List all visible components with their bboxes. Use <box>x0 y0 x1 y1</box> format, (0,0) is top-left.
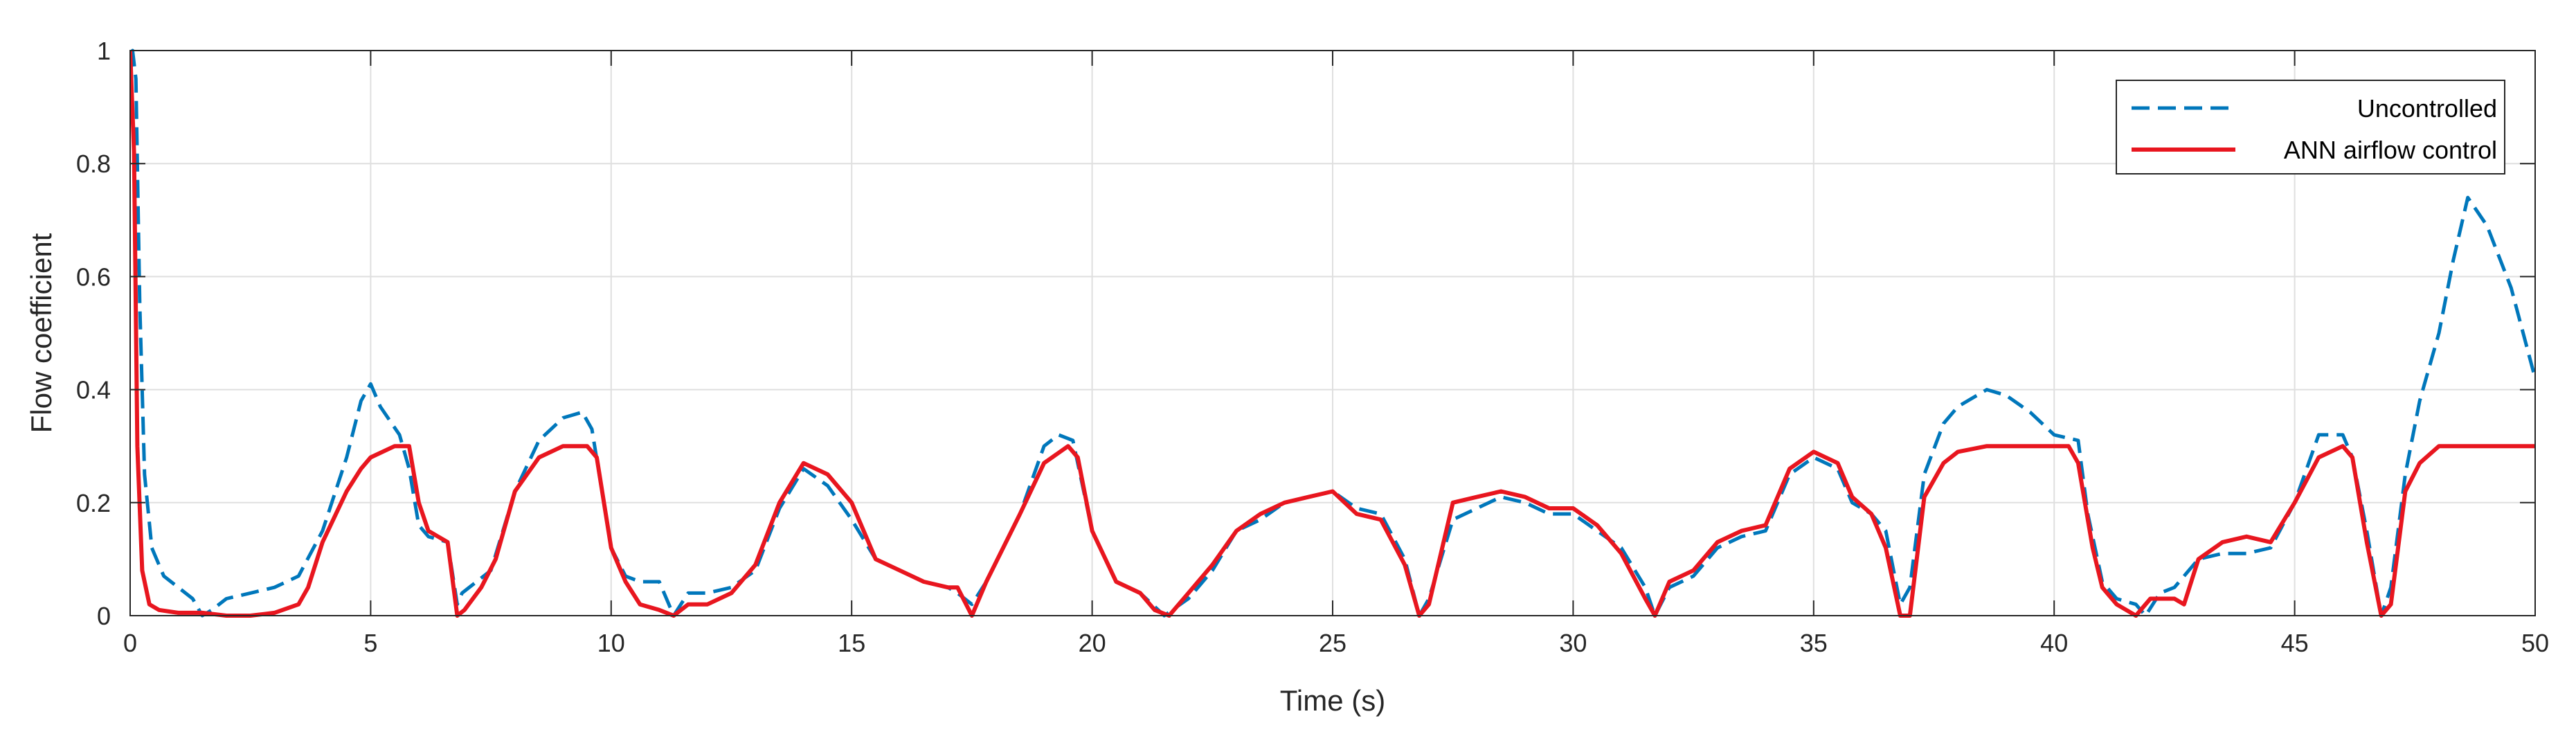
y-tick-label: 0.8 <box>76 150 111 178</box>
x-tick-label: 10 <box>597 629 625 657</box>
y-tick-label: 0 <box>97 602 111 630</box>
series-line-uncontrolled <box>130 48 2535 618</box>
y-tick-label: 0.4 <box>76 376 111 404</box>
x-tick-label: 0 <box>123 629 137 657</box>
legend-label-uncontrolled: Uncontrolled <box>2357 94 2497 123</box>
legend: Uncontrolled ANN airflow control <box>2116 80 2505 175</box>
x-tick-label: 15 <box>838 629 865 657</box>
y-tick-label: 0.6 <box>76 262 111 291</box>
y-tick-label: 1 <box>97 37 111 65</box>
x-tick-label: 30 <box>1559 629 1587 657</box>
x-tick-label: 40 <box>2040 629 2068 657</box>
x-tick-label: 35 <box>1800 629 1828 657</box>
y-axis-label: Flow coefficient <box>25 233 57 433</box>
y-tick-label: 0.2 <box>76 489 111 517</box>
legend-box <box>2116 80 2505 175</box>
x-tick-label: 50 <box>2521 629 2549 657</box>
ticks-layer: 0 5 10 15 20 25 30 35 40 45 50 0 0.2 0.4 0.6 0.8 1 <box>76 37 2549 657</box>
x-tick-label: 25 <box>1319 629 1346 657</box>
legend-label-ann-airflow-control: ANN airflow control <box>2284 136 2497 164</box>
series-line-ann-airflow-control <box>130 50 2535 618</box>
series-layer <box>130 48 2535 618</box>
x-tick-label: 45 <box>2281 629 2309 657</box>
x-tick-label: 20 <box>1079 629 1106 657</box>
x-axis-label: Time (s) <box>1280 684 1385 717</box>
x-tick-label: 5 <box>363 629 377 657</box>
